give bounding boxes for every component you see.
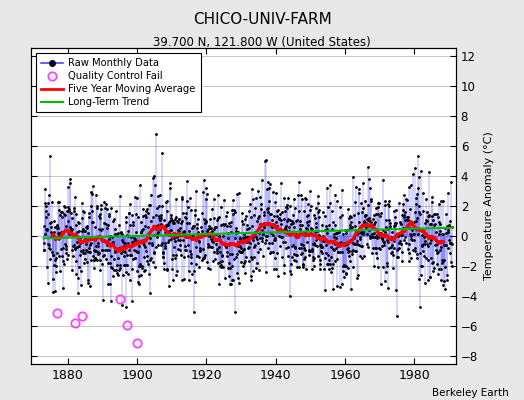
Y-axis label: Temperature Anomaly (°C): Temperature Anomaly (°C) (484, 132, 494, 280)
Text: CHICO-UNIV-FARM: CHICO-UNIV-FARM (193, 12, 331, 27)
Text: 39.700 N, 121.800 W (United States): 39.700 N, 121.800 W (United States) (153, 36, 371, 49)
Legend: Raw Monthly Data, Quality Control Fail, Five Year Moving Average, Long-Term Tren: Raw Monthly Data, Quality Control Fail, … (37, 53, 201, 112)
Text: Berkeley Earth: Berkeley Earth (432, 388, 508, 398)
